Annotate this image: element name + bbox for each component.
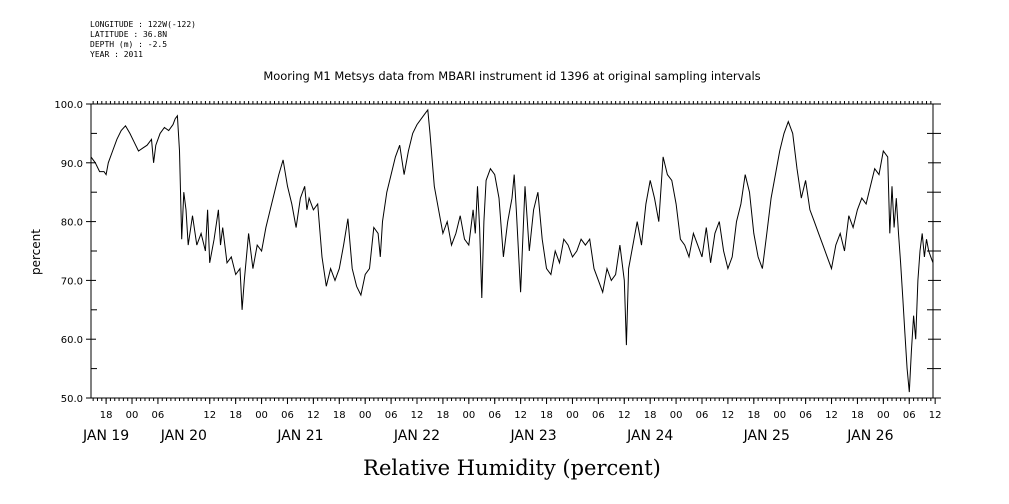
y-tick-label: 70.0	[61, 276, 83, 287]
x-day-label: JAN 20	[160, 428, 207, 444]
x-hour-label: 06	[799, 410, 812, 421]
longitude-label: LONGITUDE : 122W(-122)	[90, 20, 196, 29]
y-axis: 50.0 60.0 70.0 80.0 90.0 100.0	[54, 100, 941, 405]
x-axis: 18 00 06 12 18 00 06 12 18 00 06 12 18 00 06 12 18 00 06 12…	[82, 101, 942, 444]
x-hour-label: 12	[203, 410, 216, 421]
y-axis-label: percent	[29, 229, 43, 275]
x-hour-label: 18	[229, 410, 242, 421]
y-tick-label: 80.0	[61, 218, 83, 229]
y-tick-label: 100.0	[54, 100, 83, 111]
x-hour-label: 06	[696, 410, 709, 421]
x-hour-label: 12	[514, 410, 527, 421]
x-hour-label: 18	[851, 410, 864, 421]
x-hour-label: 12	[722, 410, 735, 421]
x-day-label: JAN 26	[846, 428, 893, 444]
x-hour-label: 18	[333, 410, 346, 421]
x-day-label: JAN 19	[82, 428, 129, 444]
x-hour-label: 12	[618, 410, 631, 421]
x-hour-label: 00	[462, 410, 475, 421]
x-hour-label: 18	[540, 410, 553, 421]
x-hour-label: 06	[592, 410, 605, 421]
x-day-label: JAN 21	[276, 428, 323, 444]
x-hour-label: 06	[152, 410, 165, 421]
x-hour-label: 00	[566, 410, 579, 421]
x-day-label: JAN 23	[509, 428, 556, 444]
x-hour-label: 00	[359, 410, 372, 421]
x-day-label: JAN 25	[743, 428, 790, 444]
year-label: YEAR : 2011	[90, 50, 143, 59]
y-tick-label: 50.0	[61, 394, 83, 405]
y-tick-label: 90.0	[61, 159, 83, 170]
y-tick-label: 60.0	[61, 335, 83, 346]
x-hour-label: 18	[747, 410, 760, 421]
x-hour-label: 06	[281, 410, 294, 421]
x-hour-label: 00	[773, 410, 786, 421]
x-day-label: JAN 24	[626, 428, 673, 444]
chart-title: Mooring M1 Metsys data from MBARI instru…	[263, 69, 760, 83]
x-hour-label: 00	[255, 410, 268, 421]
x-hour-label: 00	[670, 410, 683, 421]
humidity-series-line	[90, 108, 934, 393]
x-hour-label: 12	[825, 410, 838, 421]
x-hour-label: 06	[385, 410, 398, 421]
x-hour-label: 12	[307, 410, 320, 421]
x-axis-label: Relative Humidity (percent)	[363, 456, 661, 480]
x-hour-label: 06	[488, 410, 501, 421]
x-hour-label: 18	[100, 410, 113, 421]
plot-frame	[90, 103, 934, 399]
x-hour-label: 00	[126, 410, 139, 421]
x-hour-label: 00	[877, 410, 890, 421]
x-hour-label: 12	[411, 410, 424, 421]
latitude-label: LATITUDE : 36.8N	[90, 30, 168, 39]
x-day-label: JAN 22	[393, 428, 440, 444]
station-metadata: LONGITUDE : 122W(-122) LATITUDE : 36.8N …	[90, 20, 196, 60]
x-hour-label: 12	[929, 410, 942, 421]
x-hour-label: 18	[437, 410, 450, 421]
x-hour-label: 18	[644, 410, 657, 421]
depth-label: DEPTH (m) : -2.5	[90, 40, 168, 49]
x-hour-label: 06	[903, 410, 916, 421]
